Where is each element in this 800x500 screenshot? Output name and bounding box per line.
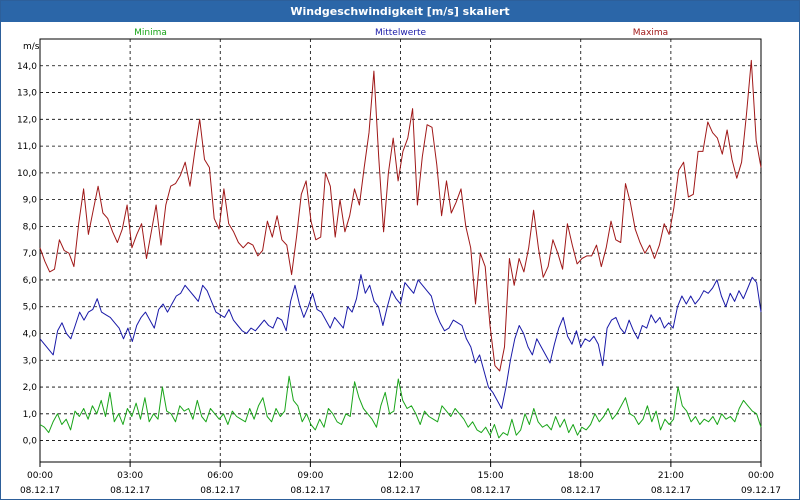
legend-maxima: Maxima — [633, 28, 668, 38]
x-tick-date-label: 08.12.17 — [290, 486, 330, 496]
y-tick-label: 2,0 — [23, 383, 38, 393]
y-tick-label: 9,0 — [23, 196, 38, 206]
x-tick-time-label: 09:00 — [297, 471, 323, 481]
y-tick-label: 11,0 — [17, 142, 37, 152]
x-tick-date-label: 09.12.17 — [741, 486, 781, 496]
x-tick-date-label: 08.12.17 — [651, 486, 691, 496]
x-tick-date-label: 08.12.17 — [110, 486, 150, 496]
x-tick-time-label: 00:00 — [748, 471, 774, 481]
x-tick-date-label: 08.12.17 — [20, 486, 60, 496]
x-tick-time-label: 18:00 — [568, 471, 594, 481]
y-tick-label: 1,0 — [23, 410, 38, 420]
legend-mittelwerte: Mittelwerte — [375, 28, 426, 38]
legend-minima: Minima — [134, 28, 167, 38]
y-tick-label: 8,0 — [23, 222, 38, 232]
x-tick-time-label: 21:00 — [658, 471, 684, 481]
x-tick-date-label: 08.12.17 — [200, 486, 240, 496]
x-tick-time-label: 12:00 — [388, 471, 414, 481]
x-tick-time-label: 00:00 — [27, 471, 53, 481]
y-tick-label: 14,0 — [17, 62, 37, 72]
x-tick-date-label: 08.12.17 — [561, 486, 601, 496]
y-tick-label: 10,0 — [17, 169, 37, 179]
series-line-mittelwerte — [39, 274, 762, 409]
y-tick-label: 6,0 — [23, 276, 38, 286]
y-tick-label: 0,0 — [23, 437, 38, 447]
x-tick-date-label: 08.12.17 — [380, 486, 420, 496]
x-tick-time-label: 06:00 — [207, 471, 233, 481]
y-tick-label: 13,0 — [17, 89, 37, 99]
x-tick-time-label: 03:00 — [117, 471, 143, 481]
y-tick-label: 12,0 — [17, 115, 37, 125]
x-tick-date-label: 08.12.17 — [471, 486, 511, 496]
y-tick-label: 3,0 — [23, 356, 38, 366]
y-tick-label: 4,0 — [23, 329, 38, 339]
wind-speed-chart: 0,0 1,0 2,0 3,0 4,0 5,0 6,0 7,0 8,0 9,0 10,0 11,0 12… — [17, 28, 781, 496]
y-tick-label: 7,0 — [23, 249, 38, 259]
series-line-maxima — [39, 59, 762, 372]
window-title: Windgeschwindigkeit [m/s] skaliert — [1, 1, 799, 22]
y-tick-label: 5,0 — [23, 303, 38, 313]
x-tick-time-label: 15:00 — [478, 471, 504, 481]
y-axis-label: m/s — [23, 42, 40, 52]
series-line-minima — [39, 375, 762, 439]
